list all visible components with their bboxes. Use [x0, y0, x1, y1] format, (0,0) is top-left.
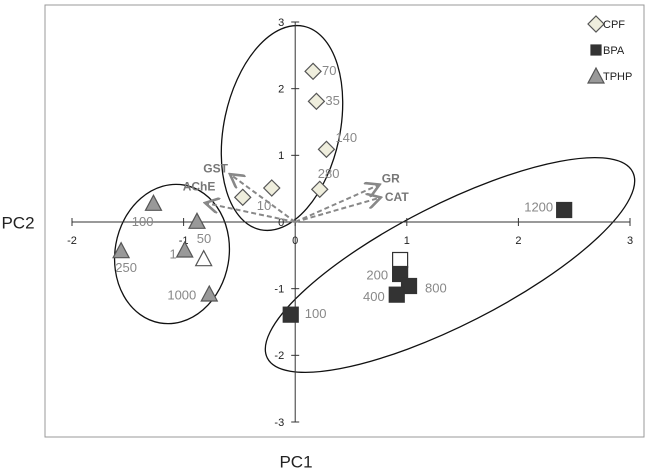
- legend-label: BPA: [603, 45, 625, 57]
- point-label: 140: [335, 130, 357, 145]
- loading-vector: [207, 203, 296, 223]
- legend-marker: [587, 15, 605, 33]
- point-label: 1: [169, 246, 176, 261]
- point: [194, 249, 213, 267]
- point-label: 70: [322, 63, 336, 78]
- loading-vector: [294, 185, 378, 223]
- point-label: 1000: [167, 287, 196, 302]
- y-tick-label: -3: [274, 417, 284, 429]
- point: [187, 212, 206, 229]
- point: [112, 241, 131, 259]
- y-tick-label: 3: [278, 17, 284, 29]
- loading-vector: [232, 175, 296, 223]
- point-label: 400: [363, 289, 385, 304]
- tphp-ellipse: [113, 183, 231, 325]
- x-tick-label: 0: [292, 235, 298, 247]
- loading-vector: [294, 198, 379, 223]
- vector-label: GST: [203, 162, 228, 176]
- y-tick-label: 2: [278, 84, 284, 96]
- point-label: 100: [305, 306, 327, 321]
- x-axis-title: PC1: [279, 452, 312, 471]
- point: [200, 284, 219, 302]
- point-label: 800: [425, 280, 447, 295]
- x-tick-label: 1: [404, 235, 410, 247]
- point-label: 35: [325, 93, 339, 108]
- point: [233, 188, 252, 207]
- y-tick-label: -2: [274, 350, 284, 362]
- legend-label: TPHP: [603, 71, 632, 83]
- y-tick-label: 0: [278, 217, 284, 229]
- point: [392, 265, 409, 283]
- point: [317, 140, 336, 159]
- x-tick-label: -1: [179, 235, 189, 247]
- point-label: 280: [318, 166, 340, 181]
- x-tick-label: -2: [67, 235, 77, 247]
- y-tick-label: 1: [278, 150, 284, 162]
- point-label: 250: [115, 260, 137, 275]
- bpa-ellipse: [264, 157, 636, 373]
- point: [310, 180, 329, 199]
- y-tick-label: -1: [274, 284, 284, 296]
- x-tick-label: 3: [627, 235, 633, 247]
- point: [144, 194, 163, 211]
- point: [304, 62, 322, 81]
- point: [392, 251, 409, 269]
- legend-marker: [590, 44, 602, 56]
- point-label: 1200: [524, 199, 553, 214]
- legend-label: CPF: [603, 19, 625, 31]
- point: [307, 92, 326, 111]
- point: [262, 179, 281, 197]
- legend-marker: [587, 66, 605, 84]
- y-axis-title: PC2: [1, 213, 34, 232]
- x-tick-label: 2: [515, 235, 521, 247]
- point: [282, 306, 299, 323]
- vector-label: CAT: [385, 190, 409, 204]
- point: [388, 286, 405, 303]
- point-label: 10: [257, 198, 271, 213]
- plot-frame: [44, 4, 645, 438]
- vector-label: GR: [382, 172, 400, 186]
- point: [556, 201, 573, 219]
- point: [400, 277, 418, 295]
- point-label: 50: [197, 231, 211, 246]
- cpf-ellipse: [220, 24, 344, 232]
- point-label: 100: [132, 214, 154, 229]
- vector-label: AChE: [183, 180, 216, 194]
- point: [175, 240, 194, 258]
- point-label: 200: [366, 267, 388, 282]
